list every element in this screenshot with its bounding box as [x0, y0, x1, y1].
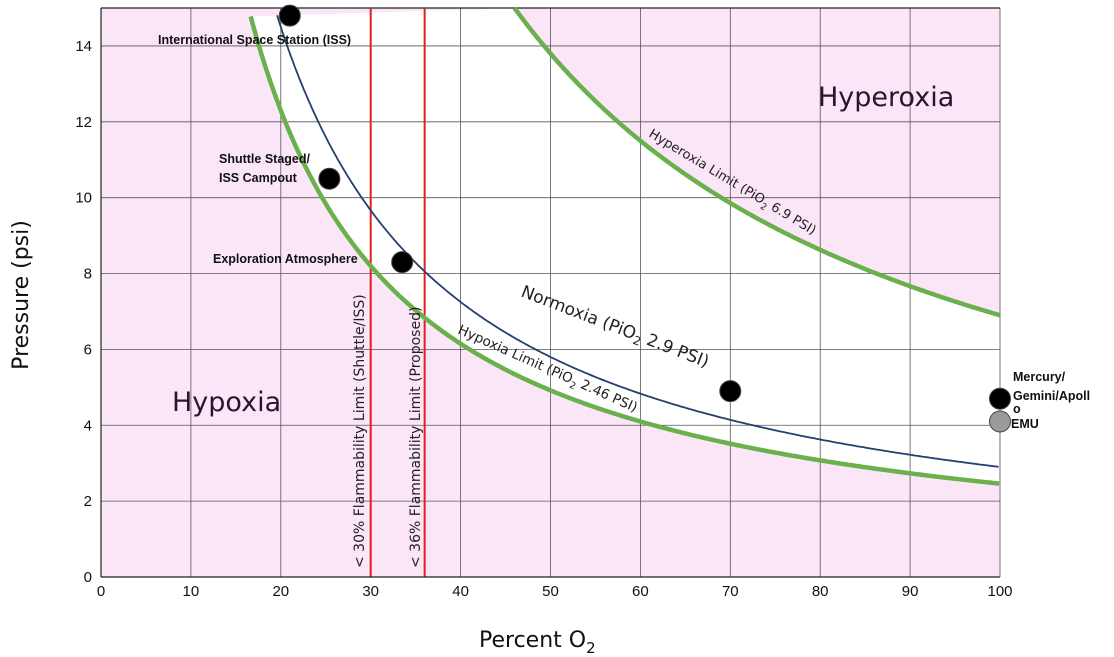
- x-tick-label: 80: [812, 583, 829, 600]
- data-point: [278, 4, 301, 27]
- flammability-label: < 36% Flammability Limit (Proposed): [408, 307, 424, 568]
- emu-point: [989, 410, 1011, 433]
- data-points: [278, 4, 1011, 433]
- flammability-lines: [369, 8, 426, 577]
- flammability-label: < 30% Flammability Limit (Shuttle/ISS): [352, 294, 368, 568]
- region-label-hypoxia: Hypoxia: [172, 387, 281, 418]
- x-tick-label: 50: [542, 583, 559, 600]
- region-label-hyperoxia: Hyperoxia: [818, 82, 954, 113]
- hyperoxia-limit-curve: [512, 6, 1001, 318]
- point-label-emu: EMU: [1011, 417, 1039, 431]
- data-point: [719, 380, 742, 403]
- normoxia-curve: [276, 15, 999, 468]
- hyperoxia-curve-label-subscript: 2: [758, 202, 768, 214]
- x-axis-title: Percent O2: [479, 628, 596, 657]
- x-tick-label: 70: [722, 583, 739, 600]
- point-label-mercury-line2: Gemini/Apoll: [1013, 389, 1090, 403]
- region-normoxic-band: [250, 8, 1000, 484]
- x-tick-label: 90: [902, 583, 919, 600]
- axes: 0 10 20 30 40 50 60 70 80 90 100 0 2 4 6 8 10 12 14: [75, 8, 1013, 600]
- data-point: [989, 387, 1011, 410]
- data-point: [391, 251, 414, 274]
- y-tick-label: 10: [75, 190, 92, 207]
- point-label-shuttle-line1: Shuttle Staged/: [219, 152, 311, 166]
- y-axis-title: Pressure (psi): [9, 220, 34, 370]
- x-tick-label: 100: [987, 583, 1012, 600]
- x-axis-title-subscript: 2: [586, 639, 596, 657]
- x-tick-label: 0: [97, 583, 105, 600]
- grid: [100, 7, 1001, 578]
- hypoxia-curve-label-subscript: 2: [568, 380, 578, 392]
- point-label-iss: International Space Station (ISS): [158, 33, 351, 47]
- y-tick-label: 12: [75, 114, 92, 131]
- x-tick-label: 40: [452, 583, 469, 600]
- y-tick-label: 8: [84, 266, 92, 283]
- point-label-mercury-line1: Mercury/: [1013, 370, 1066, 384]
- x-tick-label: 20: [272, 583, 289, 600]
- x-tick-label: 60: [632, 583, 649, 600]
- x-axis-title-main: Percent O: [479, 628, 586, 653]
- y-tick-label: 14: [75, 38, 92, 55]
- y-tick-label: 2: [84, 493, 92, 510]
- y-tick-label: 0: [84, 569, 92, 586]
- y-tick-label: 4: [84, 417, 92, 434]
- x-tick-label: 30: [362, 583, 379, 600]
- x-tick-label: 10: [183, 583, 200, 600]
- point-label-mercury-line3: o: [1013, 402, 1021, 416]
- data-point: [318, 167, 341, 190]
- y-tick-label: 6: [84, 341, 92, 358]
- hypoxia-limit-curve: [248, 15, 1000, 486]
- pio2-curves: [248, 6, 1001, 486]
- point-label-exploration: Exploration Atmosphere: [213, 252, 358, 266]
- point-label-shuttle-line2: ISS Campout: [219, 171, 298, 185]
